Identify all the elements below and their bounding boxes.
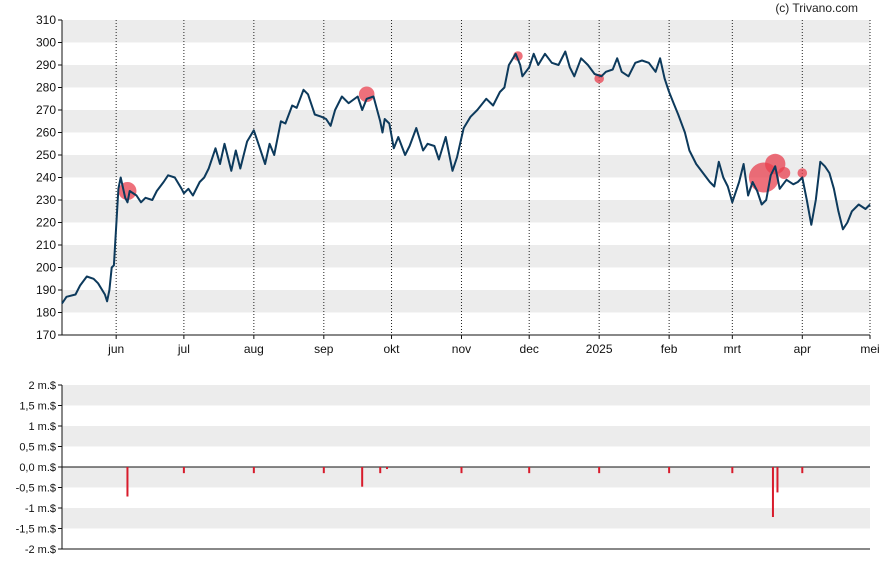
y-tick-label: -1 m.$ xyxy=(25,503,56,515)
grid-band xyxy=(62,426,870,447)
grid-band xyxy=(62,110,870,133)
y-tick-label: 220 xyxy=(36,216,56,230)
x-tick-label: mei xyxy=(860,342,879,356)
volume-bar xyxy=(668,467,671,474)
grid-band xyxy=(62,467,870,488)
credit-label: (c) Trivano.com xyxy=(775,1,858,15)
y-tick-label: -0,5 m.$ xyxy=(16,483,56,495)
y-tick-label: 200 xyxy=(36,261,56,275)
event-marker xyxy=(778,167,791,179)
grid-band xyxy=(62,65,870,88)
y-tick-label: 240 xyxy=(36,171,56,185)
x-tick-label: dec xyxy=(520,342,539,356)
volume-bar xyxy=(361,467,364,487)
y-tick-label: 230 xyxy=(36,193,56,207)
volume-bar xyxy=(731,467,734,474)
y-tick-label: 180 xyxy=(36,306,56,320)
volume-bar xyxy=(598,467,601,474)
volume-bar xyxy=(771,467,774,518)
volume-bar xyxy=(252,467,255,474)
event-marker xyxy=(797,168,808,178)
price-panel: 170 180 190 200 210 220 230 240 250 260 270 280 290 3… xyxy=(36,13,880,356)
y-tick-label: 250 xyxy=(36,148,56,162)
x-tick-label: apr xyxy=(794,342,811,356)
y-tick-label: 290 xyxy=(36,58,56,72)
price-line xyxy=(61,50,871,305)
grid-band xyxy=(62,290,870,313)
grid-band xyxy=(62,385,870,406)
x-tick-label: okt xyxy=(384,342,401,356)
y-tick-label: 190 xyxy=(36,283,56,297)
x-tick-label: sep xyxy=(314,342,334,356)
grid-band xyxy=(62,20,870,43)
volume-bar xyxy=(801,467,804,474)
x-tick-label: jun xyxy=(107,342,124,356)
y-tick-label: 210 xyxy=(36,238,56,252)
y-tick-label: 310 xyxy=(36,13,56,27)
y-tick-label: 1 m.$ xyxy=(28,421,56,433)
volume-bar xyxy=(386,467,389,470)
y-tick-label: 270 xyxy=(36,103,56,117)
y-tick-label: -1,5 m.$ xyxy=(16,524,56,536)
volume-bar xyxy=(528,467,531,474)
y-tick-label: 170 xyxy=(36,328,56,342)
x-tick-label: nov xyxy=(452,342,471,356)
y-tick-label: 1,5 m.$ xyxy=(19,401,56,413)
x-tick-label: jul xyxy=(177,342,190,356)
y-tick-label: -2 m.$ xyxy=(25,544,56,556)
y-tick-label: 260 xyxy=(36,126,56,140)
x-tick-label: mrt xyxy=(724,342,742,356)
grid-band xyxy=(62,245,870,268)
x-tick-label: aug xyxy=(244,342,264,356)
volume-bar xyxy=(460,467,463,474)
grid-band xyxy=(62,200,870,223)
y-tick-label: 280 xyxy=(36,81,56,95)
x-tick-label: 2025 xyxy=(586,342,613,356)
volume-bar xyxy=(182,467,185,474)
volume-bar xyxy=(126,467,129,497)
volume-panel: -2 m.$ -1,5 m.$ -1 m.$ -0,5 m.$ 0,0 m.$ 0,5 m… xyxy=(16,380,870,556)
x-tick-label: feb xyxy=(661,342,678,356)
y-tick-label: 300 xyxy=(36,36,56,50)
volume-bar xyxy=(322,467,325,474)
y-tick-label: 2 m.$ xyxy=(28,380,56,392)
y-tick-label: 0,5 m.$ xyxy=(19,442,56,454)
y-tick-label: 0,0 m.$ xyxy=(19,462,56,474)
event-marker xyxy=(118,182,137,200)
volume-bar xyxy=(776,467,779,493)
grid-band xyxy=(62,155,870,178)
grid-band xyxy=(62,508,870,529)
volume-bar xyxy=(379,467,382,474)
